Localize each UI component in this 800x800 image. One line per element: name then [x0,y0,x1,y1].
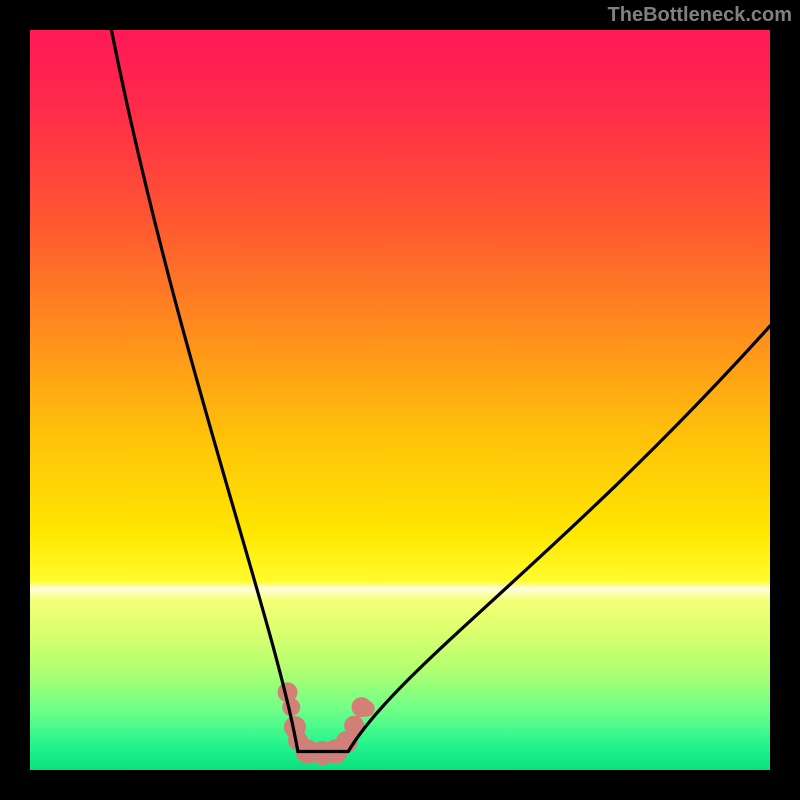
bottom-marker-dot [359,701,375,717]
gradient-background [30,30,770,770]
chart-container: TheBottleneck.com [0,0,800,800]
bottleneck-chart [0,0,800,800]
watermark-text: TheBottleneck.com [608,4,792,27]
